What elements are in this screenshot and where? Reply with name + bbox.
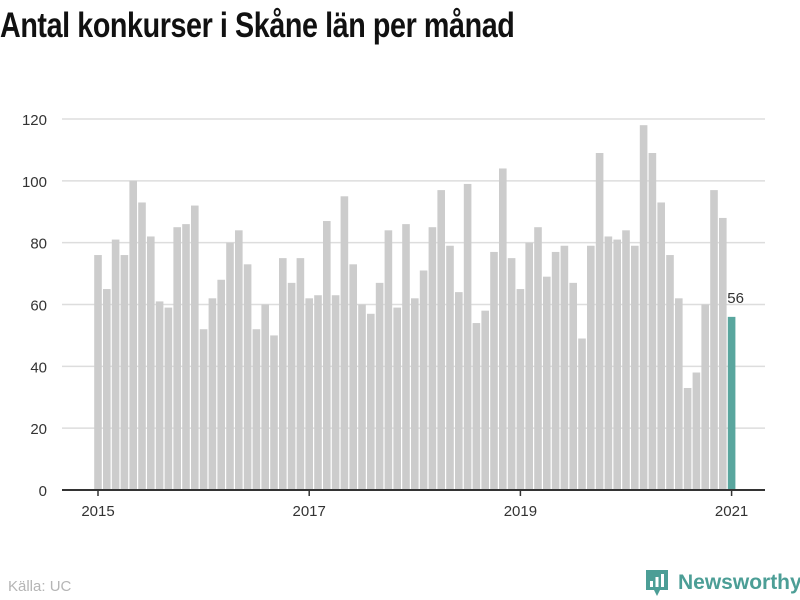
bar xyxy=(375,282,384,490)
y-tick-label: 80 xyxy=(30,236,47,253)
bar xyxy=(340,196,349,490)
chart-title: Antal konkurser i Skåne län per månad xyxy=(0,6,515,45)
x-tick-label: 2021 xyxy=(715,503,748,520)
bar xyxy=(252,329,261,490)
bar xyxy=(208,298,217,490)
bar xyxy=(560,245,569,490)
bar xyxy=(666,255,674,490)
bar xyxy=(595,153,604,490)
bar xyxy=(235,230,243,491)
brand-logo: Newsworthy xyxy=(644,568,800,598)
bar xyxy=(384,230,393,491)
y-tick-label: 100 xyxy=(22,174,47,191)
bar xyxy=(164,307,173,490)
bar xyxy=(314,295,322,490)
bar xyxy=(428,227,437,491)
bar xyxy=(129,180,137,491)
data-label: 56 xyxy=(727,290,744,307)
bar xyxy=(639,125,648,490)
bar xyxy=(507,258,516,490)
y-tick-label: 60 xyxy=(30,298,47,315)
bar xyxy=(525,242,533,490)
bar xyxy=(437,190,445,490)
y-tick-label: 40 xyxy=(30,359,47,376)
x-tick-label: 2015 xyxy=(81,503,114,520)
bar xyxy=(604,236,613,490)
bar xyxy=(543,276,551,490)
bar xyxy=(551,251,560,490)
bar xyxy=(578,338,586,490)
bar xyxy=(534,227,542,491)
bar xyxy=(499,168,507,490)
bar xyxy=(622,230,630,491)
bar xyxy=(402,224,410,490)
y-tick-label: 20 xyxy=(30,421,47,438)
bar xyxy=(270,335,278,490)
y-tick-label: 0 xyxy=(39,483,47,500)
bar xyxy=(349,264,357,490)
bar xyxy=(94,255,102,490)
bar xyxy=(683,387,692,490)
bar xyxy=(243,264,252,490)
bar xyxy=(182,224,190,490)
bar xyxy=(147,236,155,490)
bar xyxy=(675,298,683,490)
x-tick-label: 2017 xyxy=(293,503,326,520)
bar xyxy=(455,292,463,490)
bar xyxy=(701,304,709,490)
bar xyxy=(358,304,366,490)
bar xyxy=(111,239,120,490)
bar xyxy=(648,153,657,490)
bar xyxy=(419,270,428,490)
bar xyxy=(305,298,313,490)
bar xyxy=(613,239,621,490)
bar xyxy=(103,289,111,490)
bar xyxy=(587,245,595,490)
bar xyxy=(490,251,498,490)
bar xyxy=(481,310,489,490)
bar xyxy=(120,255,129,490)
bar xyxy=(296,258,305,490)
bar xyxy=(631,245,639,490)
bar xyxy=(331,295,340,490)
bar xyxy=(692,372,701,490)
bar xyxy=(261,304,269,490)
bar xyxy=(199,329,208,490)
bar xyxy=(657,202,665,490)
x-tick-label: 2019 xyxy=(504,503,537,520)
bar xyxy=(191,205,199,491)
bar xyxy=(217,279,225,490)
bar xyxy=(323,221,331,490)
source-note: Källa: UC xyxy=(8,578,72,595)
y-tick-label: 120 xyxy=(22,112,47,129)
bar xyxy=(367,313,375,490)
bar xyxy=(719,217,727,490)
bar xyxy=(155,301,164,490)
bar xyxy=(226,242,234,490)
bar xyxy=(516,289,525,490)
bar xyxy=(411,298,419,490)
bar xyxy=(446,245,454,490)
bar xyxy=(287,282,296,490)
bar xyxy=(173,227,181,491)
bar xyxy=(710,190,718,490)
bar xyxy=(472,323,481,490)
bar xyxy=(463,183,472,491)
bar xyxy=(569,282,577,490)
newsworthy-logo-icon xyxy=(646,570,668,596)
bar xyxy=(393,307,401,490)
brand-name: Newsworthy xyxy=(678,571,800,594)
bar xyxy=(279,258,287,490)
bar-highlight xyxy=(727,316,736,490)
bar xyxy=(138,202,146,490)
